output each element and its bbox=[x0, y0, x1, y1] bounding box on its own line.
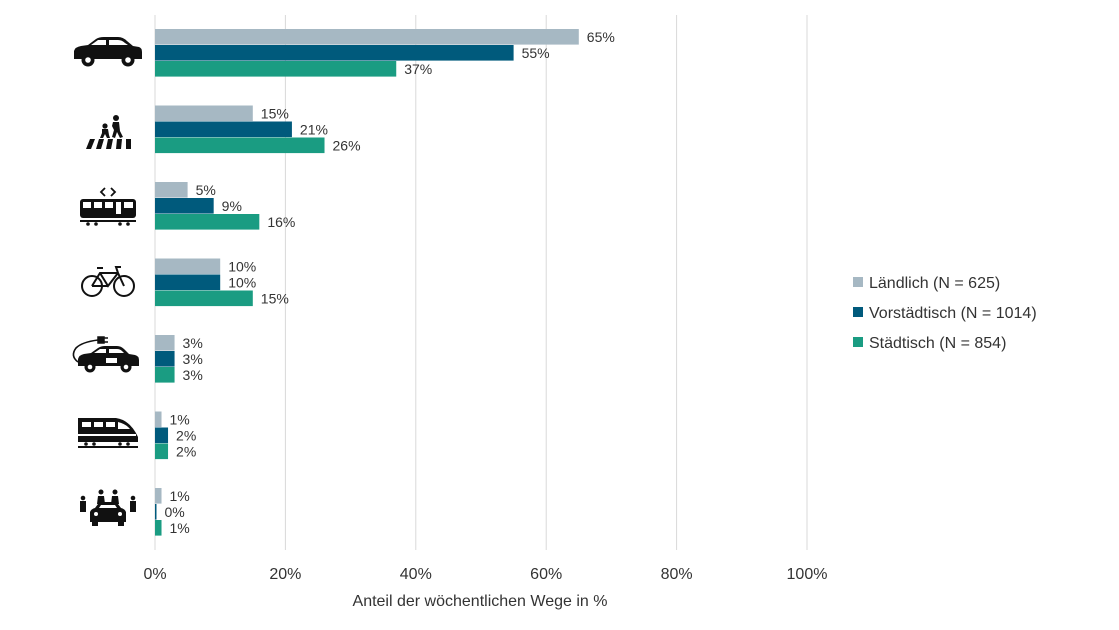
bar bbox=[155, 137, 325, 154]
x-tick-label: 40% bbox=[400, 566, 432, 583]
legend-label: Städtisch (N = 854) bbox=[869, 335, 1006, 352]
bar bbox=[155, 258, 221, 275]
bar bbox=[155, 198, 214, 214]
legend-swatch bbox=[853, 277, 863, 287]
x-tick-label: 0% bbox=[143, 566, 166, 583]
data-label: 3% bbox=[183, 351, 203, 367]
legend-label: Vorstädtisch (N = 1014) bbox=[869, 305, 1037, 322]
x-tick-label: 20% bbox=[269, 566, 301, 583]
legend-swatch bbox=[853, 307, 863, 317]
bar bbox=[155, 105, 253, 122]
bar bbox=[155, 121, 292, 138]
train-icon bbox=[78, 418, 138, 448]
x-axis-ticks: 0% 20% 40% 60% 80% 100% bbox=[143, 566, 827, 583]
data-label: 2% bbox=[176, 428, 196, 444]
bicycle-icon bbox=[81, 266, 135, 297]
x-tick-label: 60% bbox=[530, 566, 562, 583]
x-tick-label: 100% bbox=[787, 566, 828, 583]
legend: Ländlich (N = 625) Vorstädtisch (N = 1014… bbox=[853, 275, 1037, 352]
legend-swatch bbox=[853, 337, 863, 347]
data-label: 10% bbox=[228, 275, 256, 291]
bar bbox=[155, 45, 514, 61]
data-label: 15% bbox=[261, 106, 289, 122]
bar bbox=[155, 520, 162, 536]
data-label: 2% bbox=[176, 444, 196, 460]
data-labels: 65%55%37%15%21%26%5%9%16%10%10%15%3%3%3%… bbox=[165, 29, 615, 536]
data-label: 5% bbox=[196, 182, 216, 198]
data-label: 16% bbox=[267, 214, 295, 230]
bar bbox=[155, 443, 169, 460]
bar bbox=[155, 367, 175, 383]
electric-car-icon bbox=[72, 336, 139, 373]
bar bbox=[155, 427, 169, 444]
bar bbox=[155, 29, 579, 45]
tram-icon bbox=[80, 187, 136, 226]
x-tick-label: 80% bbox=[661, 566, 693, 583]
legend-label: Ländlich (N = 625) bbox=[869, 275, 1000, 292]
data-label: 1% bbox=[170, 488, 190, 504]
carpool-icon bbox=[80, 489, 136, 526]
bar bbox=[155, 61, 397, 77]
bar bbox=[155, 274, 221, 291]
bars bbox=[155, 29, 579, 536]
data-label: 37% bbox=[404, 61, 432, 77]
data-label: 0% bbox=[165, 504, 185, 520]
bar bbox=[155, 504, 157, 520]
data-label: 9% bbox=[222, 198, 242, 214]
data-label: 65% bbox=[587, 29, 615, 45]
bar bbox=[155, 290, 253, 307]
bar bbox=[155, 351, 175, 367]
data-label: 3% bbox=[183, 335, 203, 351]
car-icon bbox=[74, 37, 142, 67]
data-label: 55% bbox=[522, 45, 550, 61]
data-label: 3% bbox=[183, 367, 203, 383]
bar bbox=[155, 411, 162, 428]
data-label: 10% bbox=[228, 259, 256, 275]
pedestrian-icon bbox=[86, 115, 131, 149]
x-axis-title: Anteil der wöchentlichen Wege in % bbox=[353, 593, 608, 610]
bar bbox=[155, 335, 175, 351]
bar bbox=[155, 488, 162, 504]
data-label: 1% bbox=[170, 412, 190, 428]
category-icons bbox=[72, 37, 142, 526]
data-label: 15% bbox=[261, 291, 289, 307]
gridlines bbox=[154, 15, 808, 550]
bar bbox=[155, 214, 260, 230]
data-label: 1% bbox=[170, 520, 190, 536]
data-label: 21% bbox=[300, 122, 328, 138]
bar bbox=[155, 182, 188, 198]
data-label: 26% bbox=[333, 138, 361, 154]
